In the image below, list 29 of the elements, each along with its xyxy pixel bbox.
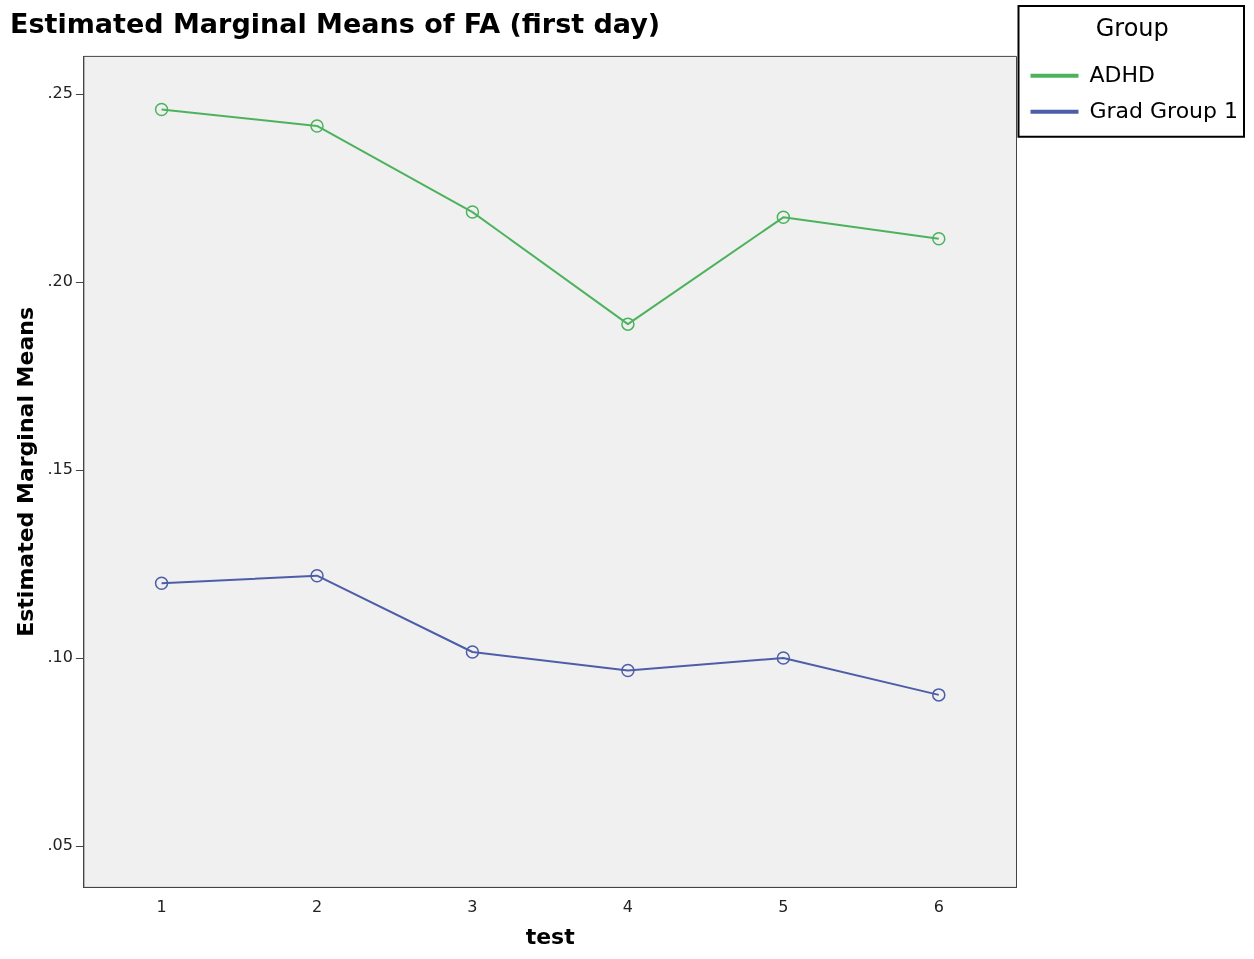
chart-title: Estimated Marginal Means of FA (first day) <box>10 8 661 40</box>
x-axis-title: test <box>525 923 576 949</box>
x-tick-label: 6 <box>933 897 944 917</box>
x-tick-label: 2 <box>311 897 323 917</box>
point <box>465 645 480 659</box>
point <box>932 688 946 702</box>
point <box>465 205 480 219</box>
x-tick-label: 3 <box>467 897 478 917</box>
y-tick-label: .10 <box>47 647 73 667</box>
point <box>621 663 635 678</box>
y-tick-label: .15 <box>47 459 73 479</box>
y-tick-label: .25 <box>47 83 73 103</box>
legend-label: Grad Group 1 <box>1089 97 1238 123</box>
point <box>621 317 635 331</box>
point <box>154 102 169 117</box>
y-axis-title: Estimated Marginal Means <box>12 307 38 637</box>
legend-title: Group <box>1095 14 1169 43</box>
point <box>776 210 791 225</box>
point <box>776 651 791 665</box>
point <box>310 119 324 133</box>
legend-label: ADHD <box>1089 61 1155 87</box>
x-tick-label: 1 <box>156 897 167 917</box>
y-tick-label: .05 <box>47 835 73 855</box>
point <box>310 568 324 583</box>
point <box>932 232 946 246</box>
x-tick-label: 5 <box>778 897 789 917</box>
point <box>154 576 169 590</box>
y-tick-label: .20 <box>47 271 73 291</box>
x-tick-label: 4 <box>622 897 633 917</box>
